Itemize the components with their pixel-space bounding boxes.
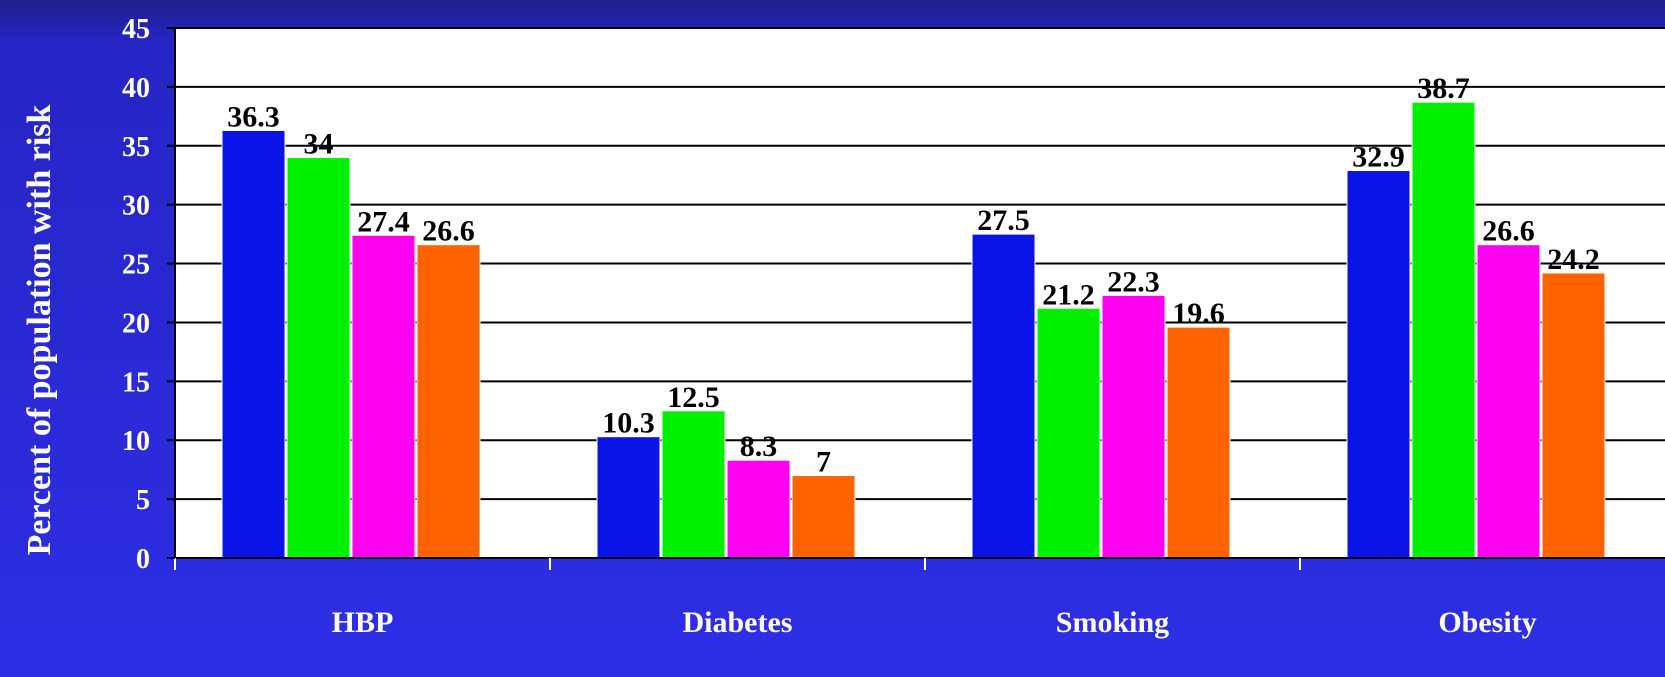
category-labels: HBP Diabetes Smoking Obesity: [332, 606, 1537, 639]
y-tick-label: 10: [122, 426, 150, 457]
y-tick-label: 35: [122, 132, 150, 163]
data-labels: 36.3 34 27.4 26.6 10.3 12.5 8.3 7 27.5 21.2 22.3 19…: [227, 72, 1600, 478]
bar: [416, 244, 481, 559]
bar: [971, 233, 1036, 559]
bar: [1346, 170, 1411, 559]
bar: [1541, 272, 1606, 559]
bar: [726, 459, 791, 559]
y-tick-label: 0: [136, 544, 150, 575]
data-label: 19.6: [1172, 297, 1225, 330]
category-label: Smoking: [1056, 606, 1169, 639]
y-tick-label: 5: [136, 485, 150, 516]
data-label: 34: [304, 128, 334, 161]
bar: [1411, 101, 1476, 559]
data-label: 12.5: [667, 381, 720, 414]
data-label: 26.6: [1482, 215, 1535, 248]
y-tick-label: 30: [122, 191, 150, 222]
category-label: Diabetes: [683, 606, 793, 639]
bar: [1101, 294, 1166, 559]
y-tick-label: 45: [122, 14, 150, 45]
bar: [596, 436, 661, 559]
data-label: 22.3: [1107, 265, 1160, 298]
bar: [791, 475, 856, 559]
bar: [351, 234, 416, 559]
bar: [221, 129, 286, 559]
data-label: 38.7: [1417, 72, 1470, 105]
y-tick-label: 20: [122, 308, 150, 339]
data-label: 10.3: [602, 407, 655, 440]
data-label: 26.6: [422, 215, 475, 248]
y-tick-label: 40: [122, 73, 150, 104]
data-label: 24.2: [1547, 243, 1600, 276]
y-tick-labels: 0 5 10 15 20 25 30 35 40 45: [122, 14, 175, 575]
category-label: HBP: [332, 606, 394, 639]
y-axis-label: Percent of population with risk: [21, 104, 58, 555]
bar: [661, 410, 726, 559]
bar: [286, 157, 351, 559]
y-tick-label: 15: [122, 367, 150, 398]
bar: [1036, 307, 1101, 559]
data-label: 32.9: [1352, 141, 1405, 174]
category-label: Obesity: [1438, 606, 1536, 639]
data-label: 8.3: [740, 430, 778, 463]
bar: [1476, 244, 1541, 559]
data-label: 27.4: [357, 205, 410, 238]
data-label: 21.2: [1042, 278, 1095, 311]
bars: [221, 101, 1606, 559]
bar: [1166, 326, 1231, 559]
data-label: 7: [816, 446, 831, 479]
axes: [174, 28, 1665, 570]
data-label: 27.5: [977, 204, 1030, 237]
data-label: 36.3: [227, 100, 280, 133]
y-tick-label: 25: [122, 250, 150, 281]
